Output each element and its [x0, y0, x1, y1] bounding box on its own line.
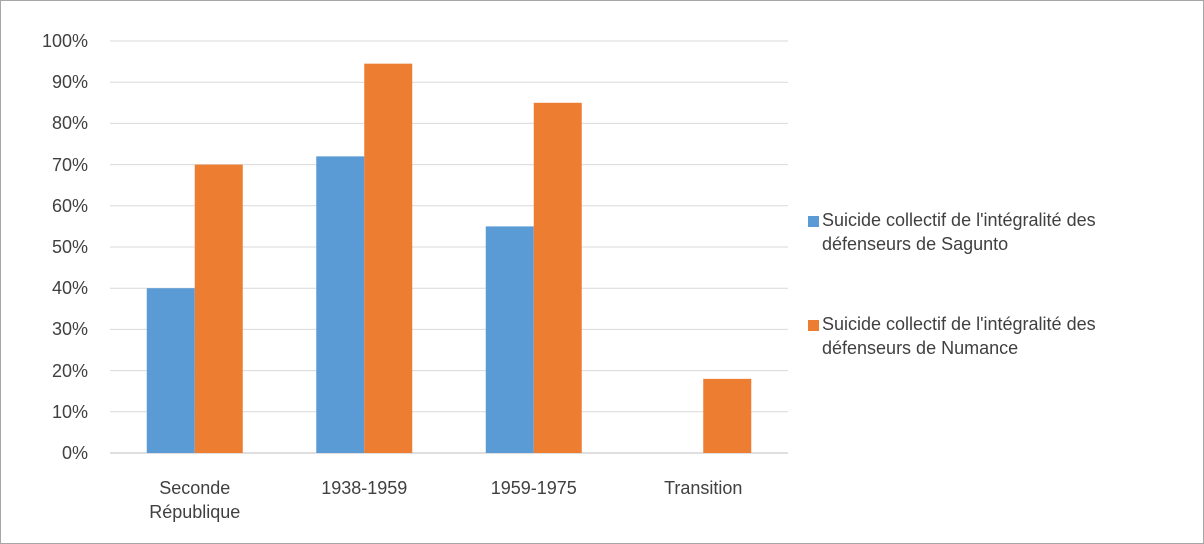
y-tick-label: 10% — [51, 401, 88, 422]
bar — [316, 156, 365, 454]
y-tick-label: 50% — [51, 237, 88, 257]
legend-swatch — [808, 320, 819, 331]
y-tick-label: 0% — [61, 443, 88, 463]
x-tick-label: Seconde République — [149, 478, 241, 522]
y-tick-label: 40% — [51, 278, 88, 299]
bar — [364, 63, 413, 453]
x-tick-label: Transition — [664, 478, 743, 498]
x-tick-label: 1938-1959 — [321, 478, 408, 498]
legend-label: Suicide collectif de l'intégralité des d… — [822, 314, 1096, 358]
y-tick-label: 100% — [41, 31, 88, 51]
y-tick-label: 80% — [51, 113, 88, 134]
y-tick-label: 30% — [51, 319, 88, 340]
x-tick-label: 1959-1975 — [490, 478, 577, 498]
bar — [533, 102, 582, 454]
bar — [194, 164, 243, 453]
bar — [703, 378, 752, 453]
legend-label: Suicide collectif de l'intégralité des d… — [822, 210, 1096, 254]
bar — [146, 288, 195, 453]
y-tick-label: 20% — [51, 360, 88, 381]
y-tick-label: 60% — [51, 195, 88, 216]
bar — [485, 226, 534, 453]
legend-swatch — [808, 216, 819, 227]
y-tick-label: 90% — [51, 72, 88, 93]
y-tick-label: 70% — [51, 154, 88, 175]
